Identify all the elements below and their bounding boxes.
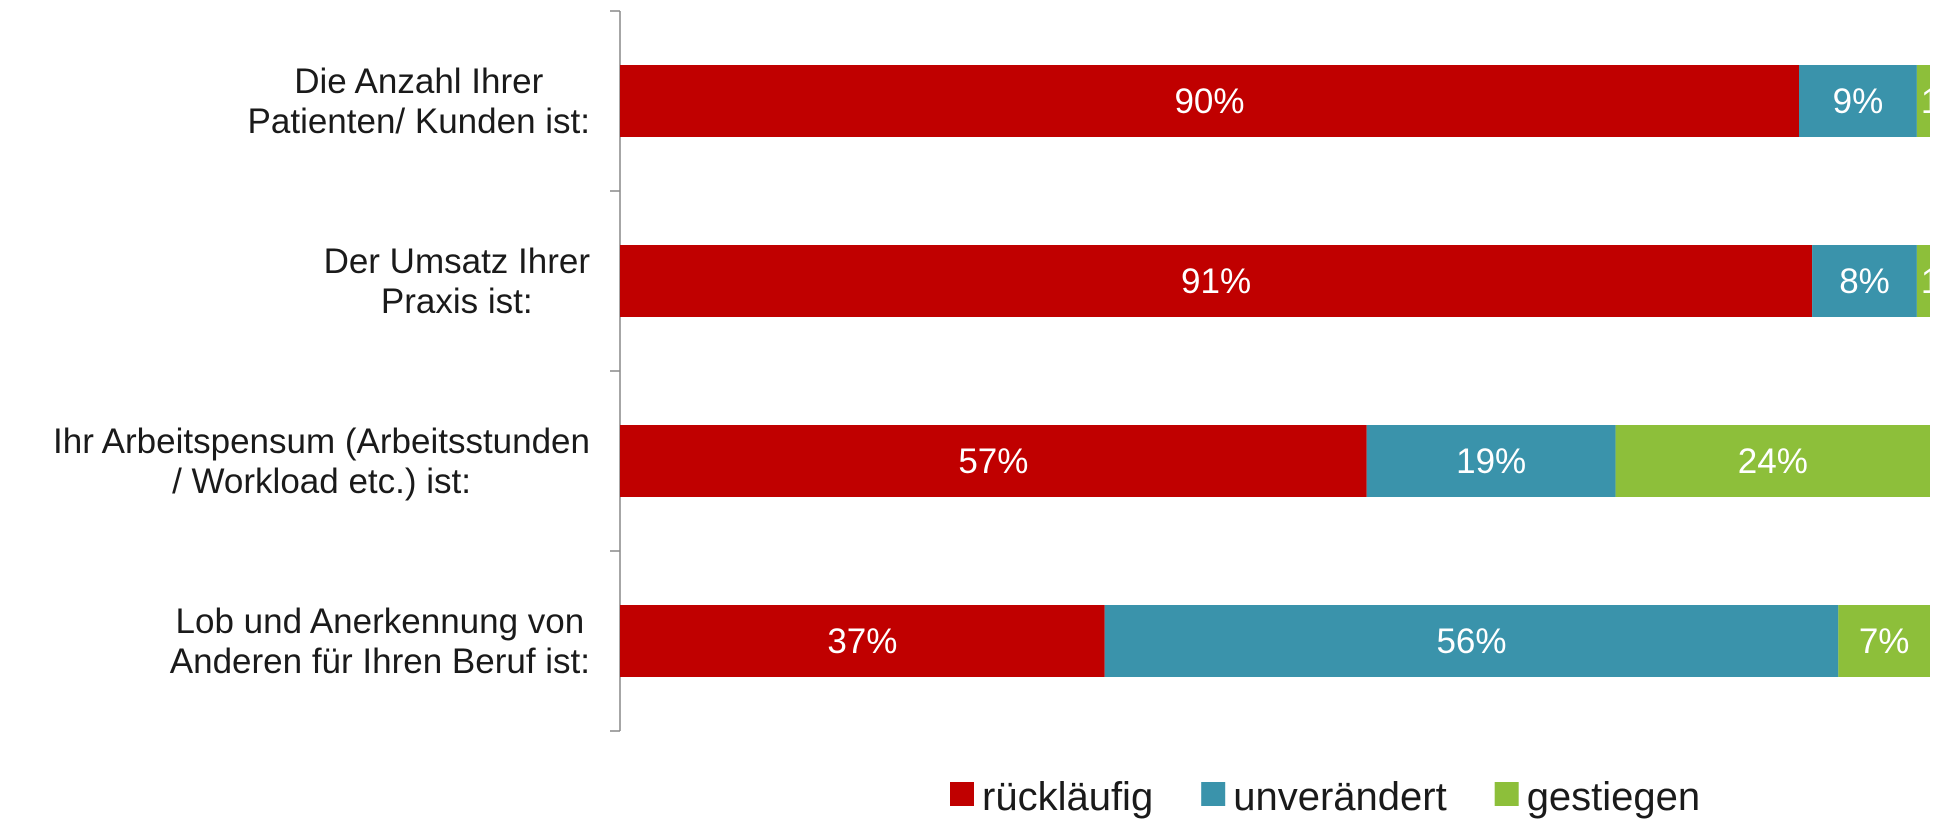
bar-segment	[1916, 245, 1930, 317]
data-label: 1%	[1921, 262, 1934, 301]
legend-swatch	[1494, 782, 1519, 806]
data-label: 57%	[958, 442, 1028, 481]
category-label: Der Umsatz Ihrer Praxis ist:	[324, 242, 591, 321]
bar-segment	[1812, 245, 1917, 317]
category-label-line: / Workload etc.) ist:	[172, 462, 471, 501]
bar-segment	[1366, 425, 1616, 497]
category-label-line: Ihr Arbeitspensum (Arbeitsstunden	[53, 422, 590, 461]
category-label-line: Anderen für Ihren Beruf ist:	[170, 642, 590, 681]
data-label: 24%	[1738, 442, 1808, 481]
data-label: 90%	[1174, 82, 1244, 121]
legend: rückläufig unverändert gestiegen	[950, 775, 1700, 819]
bar-segment	[1916, 65, 1930, 137]
legend-label: unverändert	[1233, 775, 1446, 819]
data-label: 37%	[827, 622, 897, 661]
data-label: 8%	[1839, 262, 1890, 301]
bar-series: 90% 9% 1% 91% 8% 1% 57% 19% 24% 37% 56% 7%	[620, 65, 1934, 677]
data-label: 9%	[1833, 82, 1884, 121]
bar-segment	[1104, 605, 1839, 677]
bar-segment	[1799, 65, 1917, 137]
bar-segment	[1838, 605, 1930, 677]
legend-swatch	[950, 782, 974, 806]
category-label-line: Die Anzahl Ihrer	[294, 62, 543, 101]
legend-label: rückläufig	[982, 775, 1153, 819]
category-label-line: Der Umsatz Ihrer	[324, 242, 591, 281]
data-label: 56%	[1436, 622, 1506, 661]
category-label-line: Praxis ist:	[381, 282, 533, 321]
category-label: Ihr Arbeitspensum (Arbeitsstunden / Workl…	[53, 422, 590, 501]
category-label: Lob und Anerkennung von Anderen für Ihren…	[170, 602, 590, 681]
category-label-line: Patienten/ Kunden ist:	[248, 102, 590, 141]
category-axis	[610, 10, 621, 732]
category-label-line: Lob und Anerkennung von	[176, 602, 585, 641]
data-label: 91%	[1181, 262, 1251, 301]
data-label: 1%	[1921, 82, 1934, 121]
legend-swatch	[1201, 782, 1226, 806]
category-label: Die Anzahl Ihrer Patienten/ Kunden ist:	[248, 62, 590, 141]
bar-segment	[620, 425, 1367, 497]
bar-segment	[620, 65, 1799, 137]
data-label: 19%	[1456, 442, 1526, 481]
bar-segment	[1615, 425, 1930, 497]
bar-segment	[620, 605, 1105, 677]
bar-segment	[620, 245, 1813, 317]
data-label: 7%	[1859, 622, 1910, 661]
category-labels: Die Anzahl Ihrer Patienten/ Kunden ist: De…	[53, 62, 590, 681]
legend-label: gestiegen	[1527, 775, 1700, 819]
